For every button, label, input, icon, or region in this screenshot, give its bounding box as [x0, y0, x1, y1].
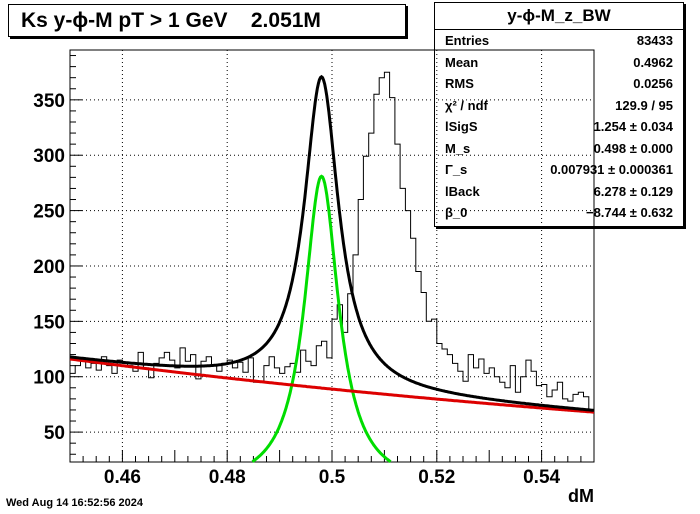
stats-value: 0.498 ± 0.000	[593, 140, 673, 156]
stats-label: M_s	[445, 140, 471, 156]
timestamp: Wed Aug 14 16:52:56 2024	[6, 497, 143, 509]
stats-row: lBack 6.278 ± 0.129	[435, 181, 683, 201]
x-tick-label: 0.52	[418, 467, 455, 488]
stats-value: −8.744 ± 0.632	[585, 205, 673, 220]
stats-box: y-ϕ-M_z_BW Entries 83433 Mean 0.4962 RMS 0.02…	[434, 2, 684, 227]
x-tick-label: 0.5	[319, 467, 346, 488]
stats-value: 1.254 ± 0.034	[593, 119, 673, 134]
stats-row: Γ_s 0.007931 ± 0.000361	[435, 159, 683, 179]
stats-row: χ² / ndf 129.9 / 95	[435, 95, 683, 115]
stats-label: lBack	[445, 183, 480, 199]
stats-row: β_0 −8.744 ± 0.632	[435, 202, 683, 222]
y-tick-label: 50	[44, 423, 65, 444]
stats-label: RMS	[445, 76, 474, 91]
y-tick-label: 200	[33, 257, 65, 278]
y-tick-label: 300	[33, 146, 65, 167]
stats-value: 6.278 ± 0.129	[593, 183, 673, 199]
stats-title: y-ϕ-M_z_BW	[435, 3, 683, 30]
stats-value: 129.9 / 95	[615, 97, 673, 113]
title-box: Ks y-ϕ-M pT > 1 GeV 2.051M	[8, 4, 406, 37]
stats-label: lSigS	[445, 119, 478, 134]
stats-label: χ² / ndf	[445, 97, 488, 113]
stats-label: Γ_s	[445, 162, 468, 177]
stats-row: lSigS 1.254 ± 0.034	[435, 116, 683, 136]
stats-label: Mean	[445, 54, 479, 70]
x-tick-label: 0.48	[209, 467, 246, 488]
signal-fit-curve	[251, 174, 392, 463]
stats-row: Entries 83433	[435, 30, 683, 50]
x-tick-label: 0.46	[104, 467, 141, 488]
y-tick-label: 350	[33, 91, 65, 112]
stats-row: Mean 0.4962	[435, 52, 683, 72]
stats-label: Entries	[445, 33, 490, 48]
stats-value: 0.0256	[633, 76, 673, 91]
x-axis-label: dM	[568, 486, 594, 506]
y-tick-label: 100	[33, 368, 65, 389]
x-tick-label: 0.54	[523, 467, 560, 488]
y-tick-label: 150	[33, 312, 65, 333]
y-tick-label: 250	[33, 202, 65, 223]
stats-value: 0.007931 ± 0.000361	[550, 162, 673, 177]
stats-value: 83433	[636, 33, 673, 48]
stats-row: M_s 0.498 ± 0.000	[435, 138, 683, 158]
background-fit-curve	[69, 357, 595, 414]
stats-label: β_0	[445, 205, 468, 220]
plot-title: Ks y-ϕ-M pT > 1 GeV 2.051M	[21, 9, 321, 32]
stats-value: 0.4962	[633, 54, 673, 70]
stats-row: RMS 0.0256	[435, 73, 683, 93]
